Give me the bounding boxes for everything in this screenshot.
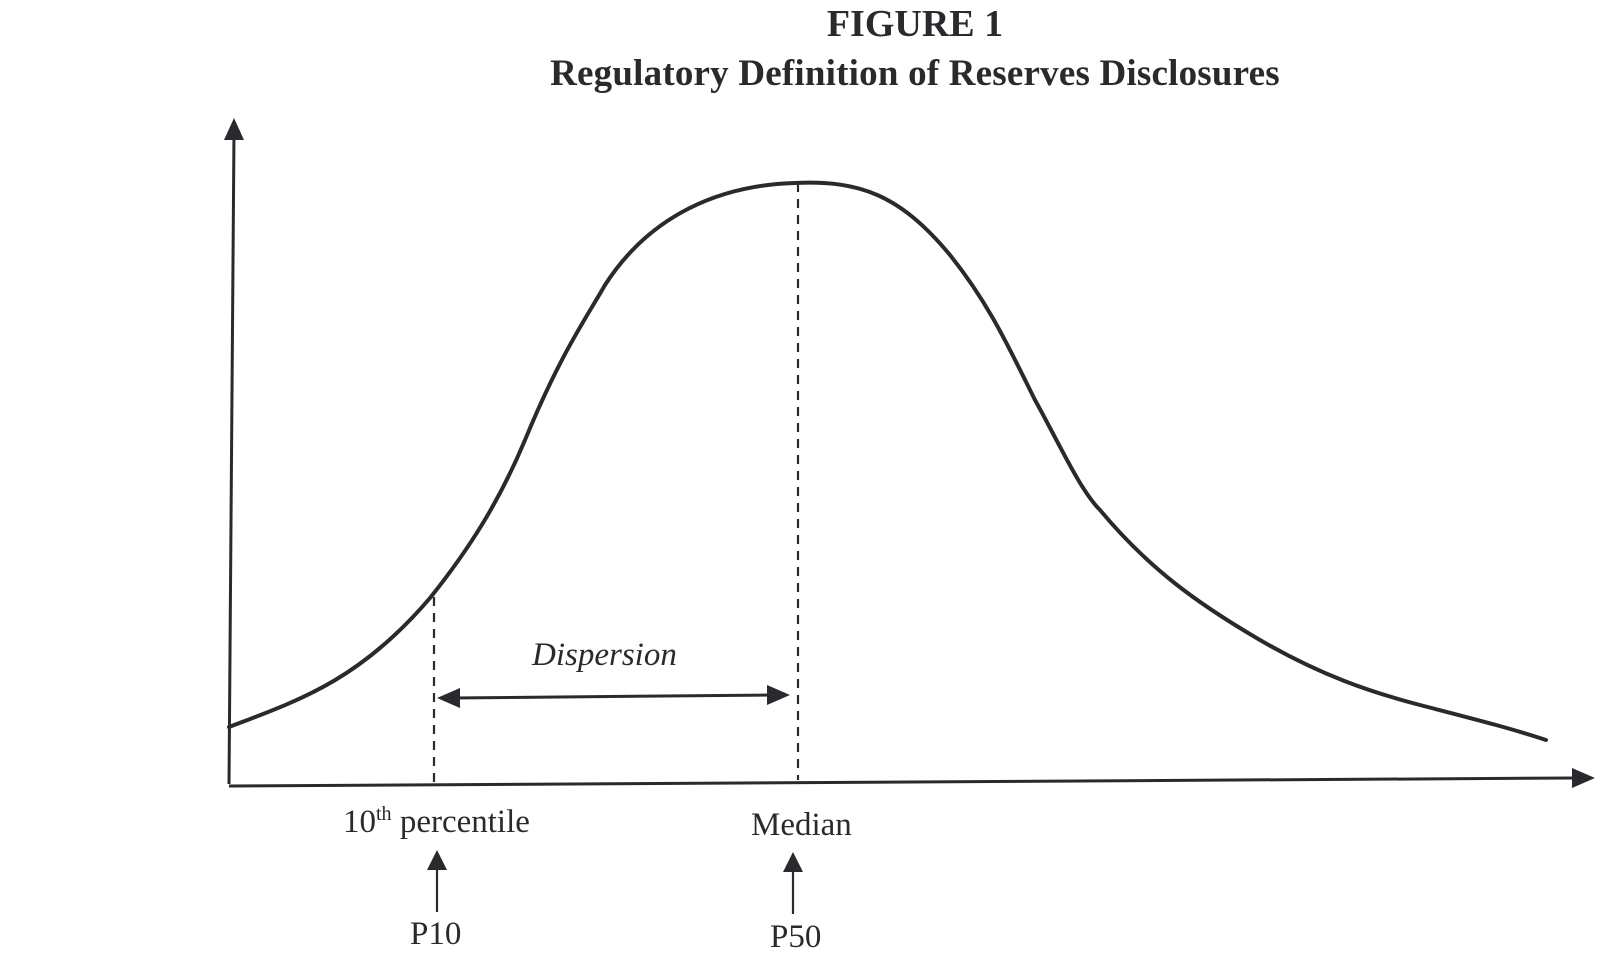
dispersion-left-arrowhead (437, 688, 460, 708)
p50-pointer-arrowhead (783, 852, 803, 872)
tenth-percentile-number: 10 (343, 804, 376, 840)
y-axis (227, 131, 236, 785)
p50-label: P50 (770, 919, 821, 955)
figure-title: Regulatory Definition of Reserves Disclo… (550, 53, 1280, 94)
dispersion-right-arrowhead (767, 685, 790, 705)
median-label: Median (751, 807, 852, 843)
distribution-curve (227, 180, 1548, 742)
figure-number: FIGURE 1 (826, 3, 1004, 45)
tenth-percentile-suffix: th (376, 803, 392, 825)
x-axis-arrowhead (1572, 768, 1595, 788)
p10-label: P10 (410, 916, 461, 952)
p10-pointer-arrowhead (427, 850, 447, 870)
y-axis-arrowhead (224, 118, 244, 140)
x-axis (228, 776, 1577, 788)
dispersion-label: Dispersion (531, 637, 677, 673)
tenth-percentile-label: 10th percentile (343, 803, 530, 840)
dispersion-span-line (451, 693, 773, 700)
tenth-percentile-word: percentile (392, 804, 530, 840)
